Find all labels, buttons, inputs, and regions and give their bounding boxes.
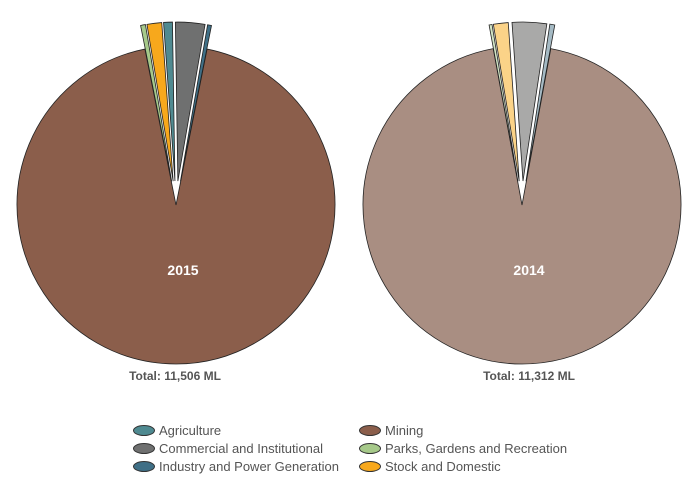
legend-label: Agriculture xyxy=(159,422,222,438)
pie-slice-2015-industry-and-power-generation xyxy=(180,24,212,182)
pie-slice-2015-mining xyxy=(16,48,336,365)
legend-item-parks: Parks, Gardens and Recreation xyxy=(359,439,567,457)
legend-item-stock: Stock and Domestic xyxy=(359,457,501,475)
pie-slice-2014-stock-and-domestic xyxy=(492,22,520,182)
legend-label: Stock and Domestic xyxy=(385,458,501,474)
pie-2014 xyxy=(362,21,682,365)
legend-item-agriculture: Agriculture xyxy=(133,421,221,439)
legend-swatch xyxy=(359,442,381,454)
legend-item-industry: Industry and Power Generation xyxy=(133,457,339,475)
legend-swatch xyxy=(133,424,155,436)
legend-swatch xyxy=(133,460,155,472)
legend-label: Industry and Power Generation xyxy=(159,458,339,474)
legend-label: Parks, Gardens and Recreation xyxy=(385,440,568,456)
pie-slice-2014-industry-and-power-generation xyxy=(525,23,556,182)
total-label-2014: Total: 11,312 ML xyxy=(483,369,575,383)
pie-slice-2015-parks-gardens-and-recreation xyxy=(140,24,173,182)
total-label-2015: Total: 11,506 ML xyxy=(129,369,221,383)
pie-slice-2014-commercial-and-institutional xyxy=(511,21,548,182)
pie-slice-2015-commercial-and-institutional xyxy=(174,21,206,182)
legend-label: Mining xyxy=(385,422,424,438)
legend-item-mining: Mining xyxy=(359,421,423,439)
legend-swatch xyxy=(133,442,155,454)
pie-2015 xyxy=(16,21,336,365)
pie-label-2015: 2015 xyxy=(167,262,198,278)
pie-slice-2014-parks-gardens-and-recreation xyxy=(488,24,519,182)
legend-label: Commercial and Institutional xyxy=(159,440,324,456)
pie-slice-2014-mining xyxy=(362,48,682,365)
pie-slice-2015-agriculture xyxy=(163,21,176,182)
pie-slice-2015-stock-and-domestic xyxy=(146,22,174,182)
legend-swatch xyxy=(359,460,381,472)
legend-swatch xyxy=(359,424,381,436)
legend-item-commercial: Commercial and Institutional xyxy=(133,439,323,457)
pie-label-2014: 2014 xyxy=(513,262,544,278)
